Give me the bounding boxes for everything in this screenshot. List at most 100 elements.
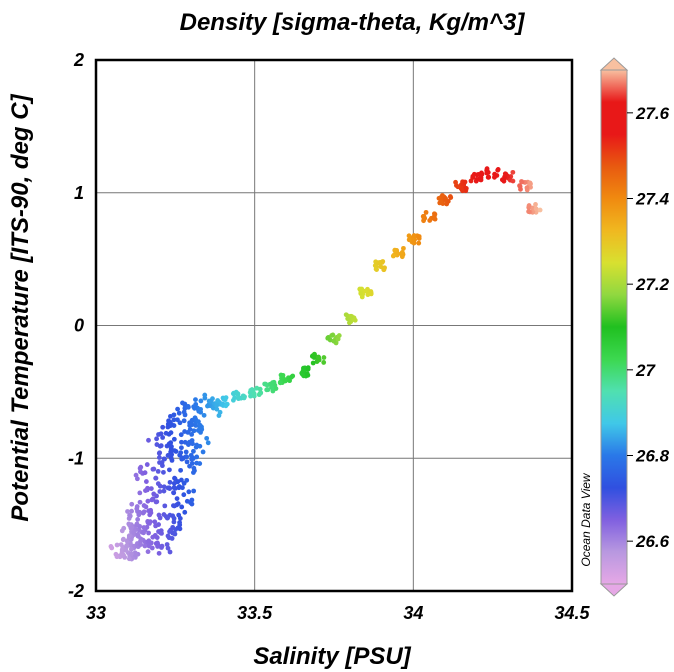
data-point: [114, 542, 120, 548]
plot-frame: [94, 58, 574, 593]
data-point: [290, 373, 296, 379]
odv-watermark: Ocean Data View: [579, 472, 593, 566]
data-point: [265, 387, 271, 393]
data-point: [167, 467, 172, 473]
y-tick-label: -1: [68, 448, 84, 468]
data-point: [177, 526, 183, 532]
data-point: [160, 435, 166, 440]
data-point: [161, 488, 167, 494]
data-point: [125, 509, 130, 514]
data-point: [170, 513, 176, 519]
data-point: [191, 470, 196, 475]
data-point: [158, 431, 164, 437]
colorbar-tick-label: 27.6: [635, 104, 670, 123]
data-point: [200, 449, 206, 455]
data-point: [406, 233, 412, 239]
data-point: [331, 338, 337, 344]
data-point: [143, 479, 149, 484]
data-point: [242, 394, 247, 400]
data-point: [176, 484, 182, 489]
data-point: [392, 248, 398, 253]
data-point: [154, 436, 159, 442]
colorbar-tick-label: 27: [635, 361, 656, 380]
data-point: [311, 355, 317, 360]
data-point: [197, 461, 203, 466]
data-point: [171, 436, 177, 442]
data-point: [345, 316, 351, 322]
data-point: [176, 512, 182, 518]
data-point: [463, 186, 469, 191]
y-axis-label: Potential Temperature [ITS-90, deg C]: [7, 93, 34, 521]
data-point: [153, 475, 159, 481]
data-point: [156, 455, 162, 460]
data-point: [123, 547, 129, 553]
data-point: [132, 552, 138, 558]
data-point: [141, 503, 147, 508]
data-point: [378, 264, 384, 270]
x-axis-label: Salinity [PSU]: [253, 643, 411, 670]
data-point: [159, 460, 165, 465]
y-tick-label: 0: [74, 316, 84, 336]
data-point: [146, 530, 151, 536]
data-point: [484, 170, 490, 176]
colorbar-gradient: [600, 69, 628, 585]
data-point: [196, 419, 201, 425]
data-point: [427, 218, 433, 223]
data-point: [486, 174, 492, 180]
data-point: [141, 530, 146, 536]
data-point: [180, 400, 185, 406]
data-point: [181, 492, 187, 498]
data-point: [301, 368, 307, 374]
colorbar-tick-label: 27.4: [635, 190, 670, 209]
data-point: [484, 166, 490, 172]
data-point: [186, 442, 191, 447]
grid-lines: [95, 59, 573, 592]
data-point: [321, 360, 327, 365]
data-point: [158, 530, 163, 536]
data-point: [510, 169, 516, 175]
data-point: [214, 406, 220, 412]
data-point: [453, 179, 458, 185]
data-point: [137, 490, 143, 496]
data-point: [145, 498, 151, 504]
data-point: [257, 391, 263, 396]
data-point: [189, 422, 195, 428]
data-point: [153, 499, 159, 505]
data-point: [137, 499, 143, 505]
data-point: [124, 543, 129, 549]
data-point: [171, 485, 177, 491]
data-point: [169, 536, 175, 541]
data-point: [146, 538, 152, 544]
data-point: [136, 512, 142, 518]
data-point: [165, 533, 171, 539]
data-point: [190, 441, 195, 447]
data-point: [134, 504, 140, 509]
data-point: [316, 354, 321, 360]
data-point: [537, 207, 543, 213]
data-point: [192, 405, 197, 411]
data-point: [189, 454, 195, 460]
data-point: [411, 233, 417, 238]
data-point: [362, 288, 368, 294]
data-point: [197, 426, 203, 432]
data-point: [438, 199, 444, 204]
data-point: [416, 234, 422, 239]
data-point: [519, 179, 525, 185]
data-point: [126, 556, 132, 562]
data-point: [178, 432, 184, 438]
data-point: [191, 428, 197, 434]
data-point: [462, 179, 468, 185]
data-point: [270, 380, 275, 386]
data-point: [305, 366, 311, 372]
data-point: [432, 211, 438, 217]
data-point: [129, 551, 134, 557]
data-point: [179, 477, 184, 483]
colorbar-top-cap: [599, 57, 629, 71]
data-point: [172, 448, 177, 454]
data-point: [205, 403, 210, 409]
data-point: [143, 488, 148, 494]
data-point: [321, 355, 327, 360]
data-point: [359, 286, 365, 292]
data-point: [161, 469, 166, 475]
data-point: [174, 496, 180, 501]
